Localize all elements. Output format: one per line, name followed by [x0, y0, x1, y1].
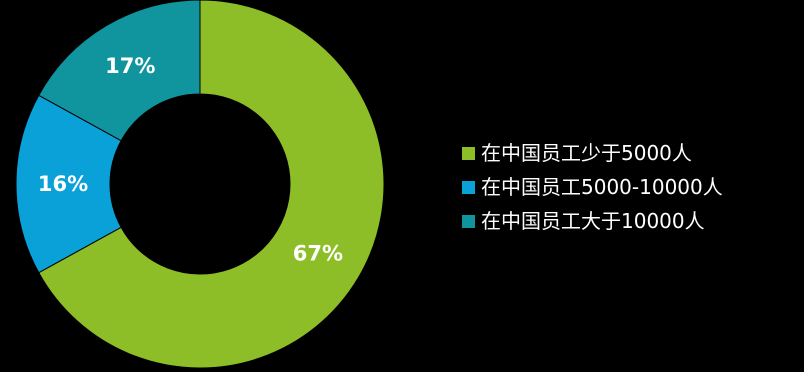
donut-slice-label-1: 16% [38, 172, 88, 196]
chart-legend: 在中国员工少于5000人 在中国员工5000-10000人 在中国员工大于100… [462, 136, 723, 238]
donut-slice-1 [15, 94, 122, 274]
donut-slice-0 [38, 0, 385, 369]
legend-swatch-5000-10000 [462, 180, 475, 194]
legend-label-under-5000: 在中国员工少于5000人 [481, 141, 692, 165]
legend-item-5000-10000: 在中国员工5000-10000人 [462, 170, 723, 204]
legend-item-under-5000: 在中国员工少于5000人 [462, 136, 723, 170]
legend-label-5000-10000: 在中国员工5000-10000人 [481, 175, 723, 199]
donut-slice-label-2: 17% [105, 54, 155, 78]
legend-label-over-10000: 在中国员工大于10000人 [481, 209, 705, 233]
donut-slice-2 [38, 0, 201, 142]
legend-item-over-10000: 在中国员工大于10000人 [462, 204, 723, 238]
legend-swatch-over-10000 [462, 214, 475, 228]
donut-slice-label-0: 67% [293, 242, 343, 266]
legend-swatch-under-5000 [462, 146, 475, 160]
